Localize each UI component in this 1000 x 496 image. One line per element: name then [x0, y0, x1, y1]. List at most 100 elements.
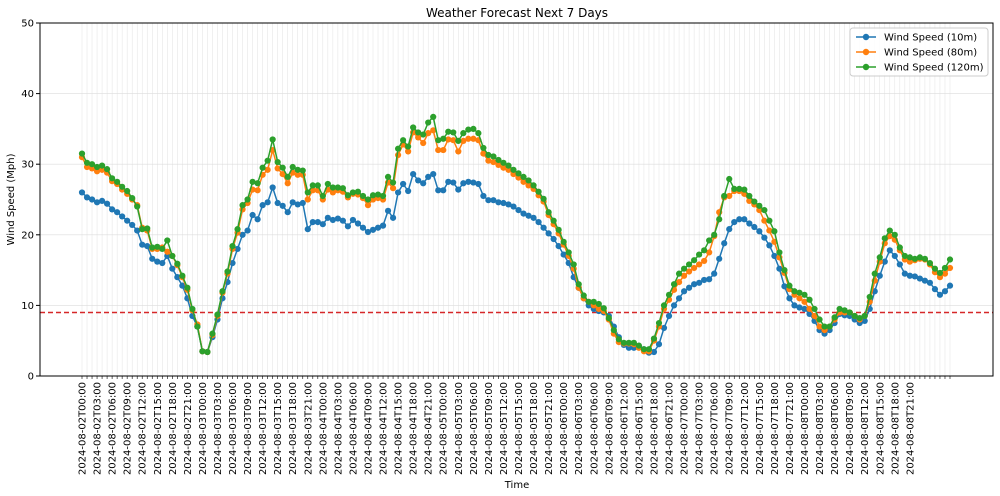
data-point: [254, 180, 261, 187]
data-point: [109, 206, 116, 213]
data-point: [389, 214, 397, 221]
x-tick-label: 2024-08-04T15:00: [394, 382, 405, 475]
data-point: [475, 130, 482, 137]
x-tick-label: 2024-08-07T21:00: [785, 382, 796, 475]
x-tick-label: 2024-08-05T18:00: [529, 382, 540, 475]
data-point: [495, 156, 502, 164]
data-point: [696, 279, 703, 286]
data-point: [254, 216, 261, 223]
data-point: [139, 241, 146, 248]
data-point: [881, 258, 888, 265]
legend-item-2: Wind Speed (80m): [856, 48, 977, 59]
data-point: [364, 196, 372, 203]
data-point: [490, 158, 497, 166]
x-tick-label: 2024-08-02T12:00: [138, 382, 149, 475]
data-point: [455, 186, 462, 193]
data-point: [319, 192, 326, 200]
data-point: [896, 244, 903, 251]
y-axis-title: Wind Speed (Mph): [6, 153, 17, 245]
data-point: [425, 173, 432, 181]
x-tick-label: 2024-08-05T21:00: [544, 382, 555, 475]
x-tick-label: 2024-08-08T03:00: [815, 382, 826, 475]
x-tick-label: 2024-08-04T18:00: [409, 382, 420, 475]
x-tick-label: 2024-08-06T00:00: [559, 382, 570, 475]
data-point: [816, 316, 823, 323]
data-point: [766, 217, 773, 224]
x-tick-label: 2024-08-03T21:00: [303, 382, 314, 475]
data-point: [886, 233, 893, 240]
data-point: [515, 206, 522, 214]
data-point: [701, 276, 708, 284]
data-point: [806, 296, 813, 303]
data-point: [78, 150, 86, 157]
x-tick-label: 2024-08-07T18:00: [770, 382, 781, 475]
data-point: [811, 312, 818, 320]
data-point: [921, 255, 929, 262]
data-point: [906, 272, 913, 279]
data-point: [941, 288, 949, 295]
data-point: [540, 224, 547, 231]
data-point: [329, 216, 336, 224]
data-point: [405, 187, 412, 195]
data-point: [480, 144, 487, 152]
data-point: [219, 288, 226, 295]
data-point: [891, 252, 898, 260]
legend-item-3: Wind Speed (120m): [856, 63, 984, 74]
data-point: [304, 226, 311, 233]
data-point: [525, 212, 532, 219]
data-point: [590, 298, 597, 305]
data-point: [430, 127, 437, 134]
data-point: [374, 191, 382, 198]
data-point: [675, 279, 683, 286]
data-point: [374, 224, 382, 231]
data-point: [696, 261, 703, 268]
data-point: [485, 151, 492, 159]
data-point: [550, 235, 557, 243]
data-point: [761, 206, 768, 214]
data-point: [400, 137, 407, 144]
x-tick-label: 2024-08-08T15:00: [875, 382, 886, 475]
data-point: [93, 168, 101, 175]
plot-frame: [39, 22, 994, 377]
x-tick-label: 2024-08-05T03:00: [454, 382, 465, 475]
data-point: [279, 202, 286, 209]
data-point: [500, 164, 507, 171]
data-point: [741, 186, 748, 193]
x-tick-label: 2024-08-03T00:00: [198, 382, 209, 475]
data-point: [640, 346, 648, 353]
data-point: [510, 203, 517, 210]
data-point: [876, 272, 883, 279]
data-point: [485, 197, 492, 204]
data-point: [274, 199, 281, 207]
x-tick-label: 2024-08-08T09:00: [845, 382, 856, 475]
x-tick-label: 2024-08-02T00:00: [78, 382, 89, 475]
data-point: [931, 265, 939, 272]
data-point: [98, 162, 106, 169]
data-point: [369, 226, 377, 233]
data-point: [685, 268, 693, 275]
data-point: [495, 199, 502, 206]
x-tick-label: 2024-08-04T21:00: [424, 382, 435, 475]
x-tick-label: 2024-08-05T09:00: [484, 382, 495, 475]
data-point: [505, 162, 512, 169]
data-point: [665, 291, 673, 298]
data-point: [916, 254, 923, 261]
data-point: [279, 170, 286, 178]
data-point: [114, 178, 121, 185]
x-tick-label: 2024-08-08T18:00: [890, 382, 901, 475]
data-point: [309, 182, 316, 189]
data-point: [711, 231, 718, 238]
data-point: [796, 289, 803, 296]
data-point: [685, 284, 693, 291]
data-point: [781, 283, 788, 290]
data-point: [796, 304, 803, 311]
data-point: [364, 202, 372, 209]
data-point: [425, 119, 432, 126]
data-point: [344, 223, 352, 230]
x-axis: 2024-08-02T00:00 2024-08-02T03:00 2024-08-…: [78, 376, 951, 475]
x-tick-label: 2024-08-03T09:00: [243, 382, 254, 475]
data-point: [926, 259, 934, 267]
y-tick-label: 30: [21, 160, 34, 171]
data-point: [856, 315, 863, 322]
data-point: [98, 197, 106, 205]
